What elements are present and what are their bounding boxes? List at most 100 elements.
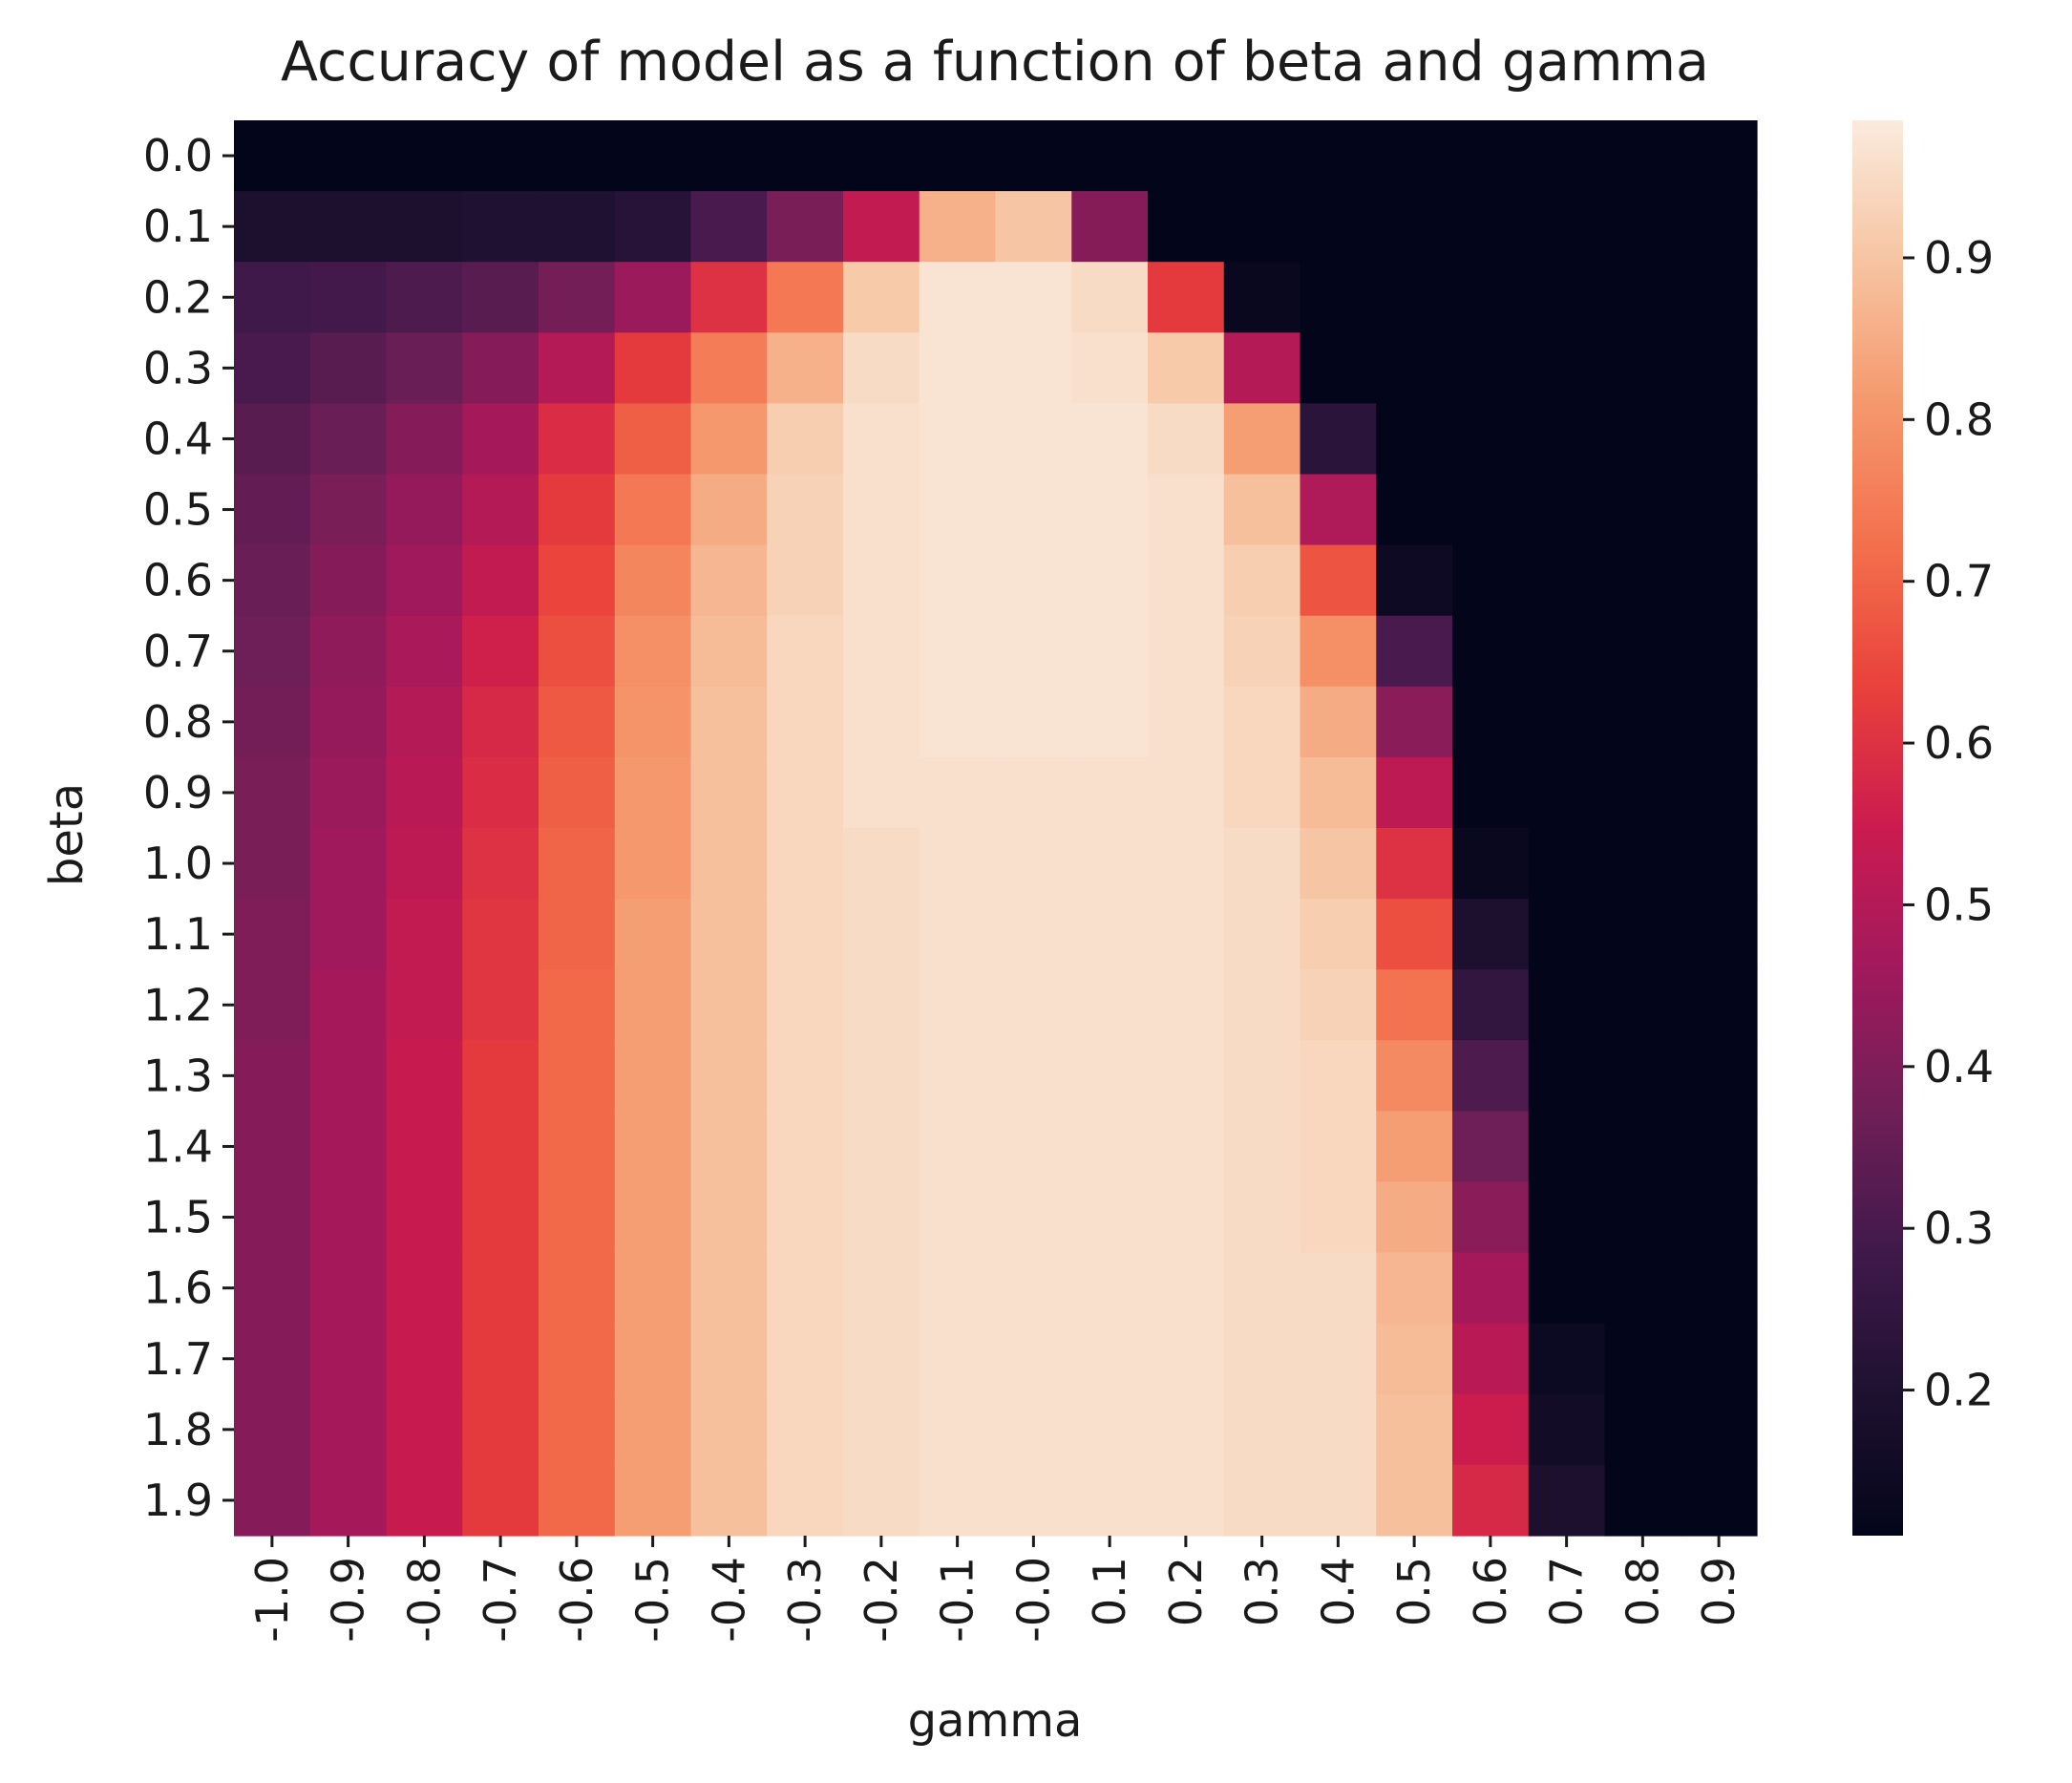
heatmap-cell: [843, 899, 920, 970]
heatmap-cell: [1528, 1323, 1606, 1395]
heatmap-cell: [690, 756, 768, 829]
heatmap-cell: [690, 969, 768, 1041]
heatmap-cell: [1452, 403, 1530, 476]
x-tick-label: -0.6: [551, 1557, 603, 1643]
heatmap-cell: [1071, 262, 1149, 333]
heatmap-cell: [767, 899, 844, 970]
heatmap-cell: [539, 544, 616, 617]
x-tick-label: 0.9: [1693, 1557, 1744, 1626]
heatmap-cell: [1452, 1393, 1530, 1466]
heatmap-cell: [1376, 828, 1453, 900]
heatmap-cell: [1528, 544, 1606, 617]
heatmap-cell: [309, 686, 388, 758]
heatmap-cell: [1452, 686, 1530, 758]
heatmap-cell: [690, 1393, 768, 1466]
heatmap-cell: [1452, 969, 1530, 1041]
heatmap-cell: [386, 403, 463, 476]
heatmap-cell: [1452, 1252, 1530, 1325]
heatmap-cell: [386, 120, 463, 192]
heatmap-cell: [1452, 1464, 1530, 1537]
heatmap-cell: [1300, 1252, 1377, 1325]
heatmap-cell: [995, 403, 1072, 476]
heatmap-cell: [690, 474, 768, 546]
heatmap-cell: [539, 120, 616, 192]
heatmap-cell: [843, 686, 920, 758]
heatmap-cell: [1604, 474, 1681, 546]
heatmap-cell: [309, 899, 388, 970]
heatmap-cell: [1223, 1393, 1301, 1466]
heatmap-cell: [614, 756, 692, 829]
heatmap-cell: [1528, 332, 1606, 404]
heatmap-cell: [690, 615, 768, 688]
heatmap-cell: [1681, 403, 1758, 476]
heatmap-cell: [462, 1393, 539, 1466]
heatmap-cell: [1604, 969, 1681, 1041]
heatmap-cell: [1376, 969, 1453, 1041]
heatmap-cell: [309, 615, 388, 688]
heatmap-cell: [1223, 262, 1301, 333]
heatmap-cell: [1148, 544, 1225, 617]
heatmap-cell: [1604, 828, 1681, 900]
heatmap-cell: [843, 1323, 920, 1395]
heatmap-cell: [919, 332, 997, 404]
heatmap-cell: [767, 756, 844, 829]
heatmap-cell: [767, 1464, 844, 1537]
heatmap-cell: [234, 686, 311, 758]
heatmap-cell: [1071, 1252, 1149, 1325]
heatmap-cell: [309, 403, 388, 476]
heatmap-cell: [386, 191, 463, 263]
heatmap-cell: [1300, 899, 1377, 970]
x-tick-label: -0.1: [932, 1557, 983, 1643]
heatmap-cell: [1223, 828, 1301, 900]
heatmap-cell: [690, 262, 768, 333]
heatmap-cell: [1071, 1323, 1149, 1395]
heatmap-cell: [1300, 1181, 1377, 1254]
heatmap-cell: [1376, 1181, 1453, 1254]
heatmap-cell: [462, 1111, 539, 1183]
heatmap-cell: [1376, 615, 1453, 688]
heatmap-cell: [1071, 1393, 1149, 1466]
heatmap-cell: [1452, 756, 1530, 829]
heatmap-cell: [614, 899, 692, 970]
heatmap-cell: [539, 1040, 616, 1112]
heatmap-cell: [919, 120, 997, 192]
x-tick-label: -0.9: [323, 1557, 374, 1643]
heatmap-cell: [1604, 1181, 1681, 1254]
y-tick-label: 1.2: [143, 979, 213, 1030]
heatmap-cell: [843, 828, 920, 900]
y-tick-label: 0.1: [143, 201, 213, 252]
heatmap-cell: [614, 332, 692, 404]
x-axis: -1.0 -0.9 -0.8 -0.7 -0.6 -0.5 -0.4 -0.3 -0.2 -0.1…: [246, 1536, 1744, 1643]
heatmap-cell: [539, 1323, 616, 1395]
x-tick-label: 0.5: [1388, 1557, 1440, 1626]
heatmap-cell: [1604, 262, 1681, 333]
heatmap-cell: [995, 615, 1072, 688]
heatmap-cell: [1681, 1252, 1758, 1325]
heatmap-cell: [386, 544, 463, 617]
heatmap-cell: [1148, 1464, 1225, 1537]
heatmap-cell: [1528, 120, 1606, 192]
heatmap-cell: [1148, 1040, 1225, 1112]
heatmap-cell: [767, 828, 844, 900]
heatmap-cell: [995, 1040, 1072, 1112]
y-tick-label: 1.0: [143, 838, 213, 889]
y-tick-label: 1.1: [143, 908, 213, 960]
heatmap-cell: [767, 969, 844, 1041]
heatmap-cell: [1300, 474, 1377, 546]
heatmap-cell: [1300, 1323, 1377, 1395]
heatmap-cell: [1223, 191, 1301, 263]
heatmap-cell: [1604, 120, 1681, 192]
heatmap-cell: [462, 1181, 539, 1254]
heatmap-cell: [1148, 1393, 1225, 1466]
heatmap-cell: [1223, 1323, 1301, 1395]
heatmap-cell: [1376, 474, 1453, 546]
heatmap-cell: [919, 1111, 997, 1183]
heatmap-cell: [462, 191, 539, 263]
heatmap-cell: [309, 544, 388, 617]
heatmap-cell: [995, 756, 1072, 829]
heatmap-cell: [919, 403, 997, 476]
heatmap-cell: [1452, 1040, 1530, 1112]
heatmap-cell: [1528, 1393, 1606, 1466]
heatmap-cell: [1148, 899, 1225, 970]
